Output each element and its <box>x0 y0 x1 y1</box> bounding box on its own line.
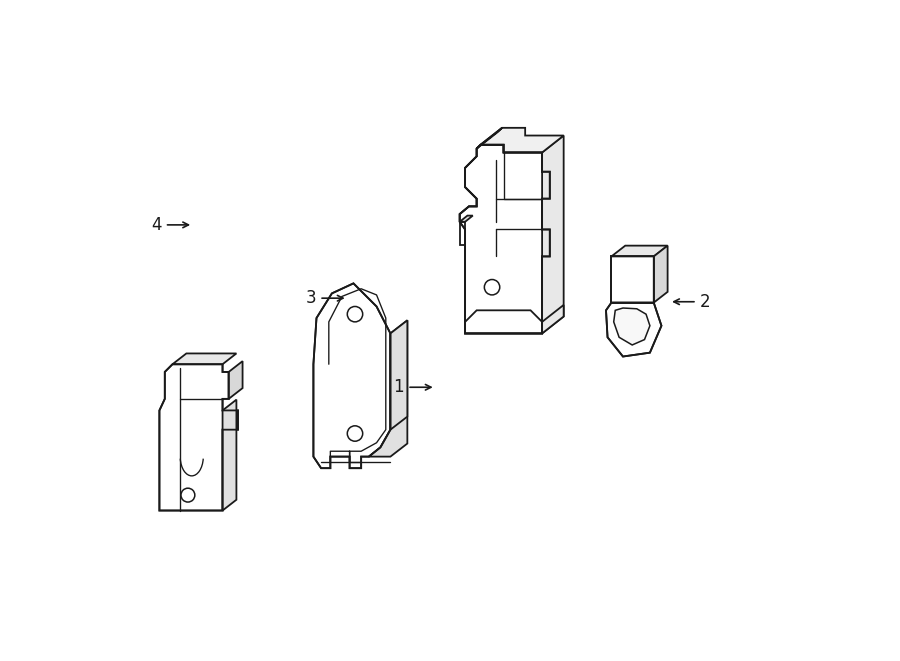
Polygon shape <box>465 310 542 333</box>
Circle shape <box>347 426 363 442</box>
Polygon shape <box>611 246 668 256</box>
Polygon shape <box>222 400 237 510</box>
Polygon shape <box>542 305 563 333</box>
Polygon shape <box>606 303 662 356</box>
Polygon shape <box>369 321 408 457</box>
Circle shape <box>181 488 194 502</box>
Polygon shape <box>481 128 563 153</box>
Polygon shape <box>542 136 563 333</box>
Text: 1: 1 <box>393 378 404 396</box>
Polygon shape <box>173 354 237 364</box>
Polygon shape <box>159 364 238 510</box>
Polygon shape <box>653 246 668 303</box>
Polygon shape <box>391 321 408 430</box>
Polygon shape <box>614 308 650 345</box>
Polygon shape <box>460 222 465 245</box>
Circle shape <box>484 280 500 295</box>
Text: 3: 3 <box>305 289 316 307</box>
Polygon shape <box>611 256 653 303</box>
Polygon shape <box>313 284 391 468</box>
Circle shape <box>347 307 363 322</box>
Text: 2: 2 <box>700 293 711 311</box>
Polygon shape <box>460 145 550 333</box>
Polygon shape <box>460 215 473 222</box>
Polygon shape <box>477 128 502 149</box>
Text: 4: 4 <box>151 216 162 234</box>
Polygon shape <box>229 361 243 399</box>
